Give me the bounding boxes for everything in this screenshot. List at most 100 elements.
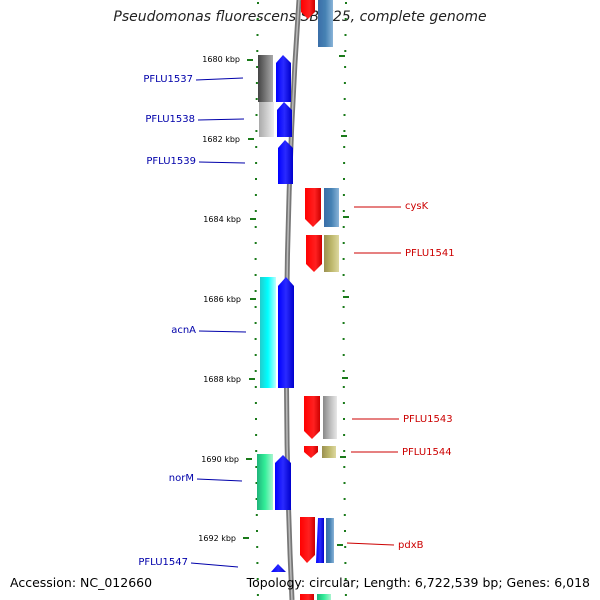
tick-dot	[344, 18, 347, 20]
tick-dot	[254, 258, 257, 260]
tick-dot	[343, 450, 346, 452]
gene-arrow-pflu1539	[278, 140, 293, 184]
tick-dot	[342, 242, 345, 244]
tick-dot	[343, 434, 346, 436]
tick-dot	[343, 418, 345, 420]
tick-dot	[345, 2, 347, 4]
leader-line	[190, 562, 239, 568]
leader-line	[198, 161, 246, 164]
leader-line	[195, 77, 244, 81]
tick-dot	[342, 226, 345, 228]
tick-dot	[254, 274, 257, 276]
gene-arrow-top-red	[301, 0, 315, 19]
leader-line	[197, 118, 245, 121]
gene-label-acna: acnA	[171, 325, 196, 336]
gene-label-pflu1538: PFLU1538	[145, 114, 195, 125]
tick-dot	[255, 482, 258, 484]
gene-arrow-pdxb	[300, 517, 315, 563]
tick-dot	[254, 354, 257, 356]
kbp-scale: 1680 kbp 1682 kbp 1684 kbp 1686 kbp 1688…	[198, 55, 256, 543]
tick-dot	[342, 194, 345, 196]
tick-dot	[256, 530, 258, 532]
feature-block	[324, 188, 339, 227]
tick-dot	[254, 306, 257, 308]
tick-dot	[342, 258, 345, 260]
tick-dot	[255, 178, 257, 180]
tick-dot	[256, 562, 259, 564]
gene-label-pflu1541: PFLU1541	[405, 248, 455, 259]
gene-arrow-pflu1537	[276, 55, 291, 102]
tick-dot	[343, 98, 346, 100]
feature-block	[260, 277, 276, 388]
tick-dot	[344, 594, 347, 596]
tick-dot	[344, 34, 347, 36]
tick-dot	[255, 514, 258, 516]
tick-dot	[344, 530, 346, 532]
right-labels: cysK PFLU1541 PFLU1543 PFLU1544 pdxB	[346, 201, 455, 551]
right-major-ticks	[337, 55, 349, 546]
tick-dot	[254, 226, 257, 228]
gene-label-pdxb: pdxB	[398, 540, 424, 551]
tick-dot	[256, 50, 259, 52]
kbp-label: 1680 kbp	[202, 55, 240, 64]
topology-text: Topology: circular; Length: 6,722,539 bp…	[246, 575, 590, 590]
tick-dot	[254, 242, 257, 244]
tick-dot	[343, 178, 345, 180]
tick-dot	[257, 2, 259, 4]
tick-dot	[255, 82, 258, 84]
tick-dot	[344, 546, 347, 548]
feature-block	[300, 594, 314, 600]
tick-dot	[342, 402, 345, 404]
tick-dot	[256, 594, 259, 596]
tick-dot	[255, 146, 258, 148]
feature-block	[318, 0, 333, 47]
tick-dot	[344, 66, 347, 68]
tick-dot	[255, 114, 258, 116]
gene-arrow-cysk	[305, 188, 321, 227]
tick-dot	[343, 146, 346, 148]
tick-dot	[342, 210, 345, 212]
feature-block	[323, 396, 337, 439]
tick-dot	[255, 98, 258, 100]
right-features	[300, 0, 339, 600]
feature-block	[324, 235, 339, 272]
tick-dot	[342, 322, 345, 324]
tick-dot	[256, 578, 259, 580]
tick-dot	[256, 546, 259, 548]
kbp-label: 1690 kbp	[201, 455, 239, 464]
feature-block	[317, 594, 331, 600]
leader-line	[196, 478, 243, 482]
gene-arrow-pflu1538	[277, 102, 292, 137]
tick-dot	[344, 562, 347, 564]
kbp-label: 1686 kbp	[203, 295, 241, 304]
gene-arrow-pflu1543	[304, 396, 320, 439]
feature-block	[258, 55, 273, 102]
tick-dot	[254, 370, 257, 372]
tick-dot	[342, 386, 345, 388]
kbp-label: 1684 kbp	[203, 215, 241, 224]
gene-label-pflu1544: PFLU1544	[402, 447, 452, 458]
gene-arrow-pflu1541	[306, 235, 322, 272]
tick-dot	[343, 482, 346, 484]
tick-dot	[343, 162, 346, 164]
left-labels: PFLU1537 PFLU1538 PFLU1539 acnA norM PFL…	[138, 74, 247, 568]
tick-dot	[343, 498, 346, 500]
tick-dot	[254, 338, 257, 340]
tick-dot	[255, 162, 258, 164]
tick-dot	[254, 290, 257, 292]
tick-dot	[254, 402, 257, 404]
tick-dot	[342, 338, 345, 340]
tick-dot	[255, 498, 258, 500]
kbp-label: 1692 kbp	[198, 534, 236, 543]
left-features	[257, 55, 294, 572]
gene-arrow-pflu1544	[304, 446, 318, 458]
tick-dot	[255, 434, 258, 436]
tick-dot	[255, 450, 258, 452]
gene-label-pflu1543: PFLU1543	[403, 414, 453, 425]
tick-dot	[343, 82, 346, 84]
gene-label-pflu1547: PFLU1547	[138, 557, 188, 568]
gene-label-cysk: cysK	[405, 201, 429, 212]
tick-dot	[254, 194, 257, 196]
tick-dot	[254, 386, 257, 388]
